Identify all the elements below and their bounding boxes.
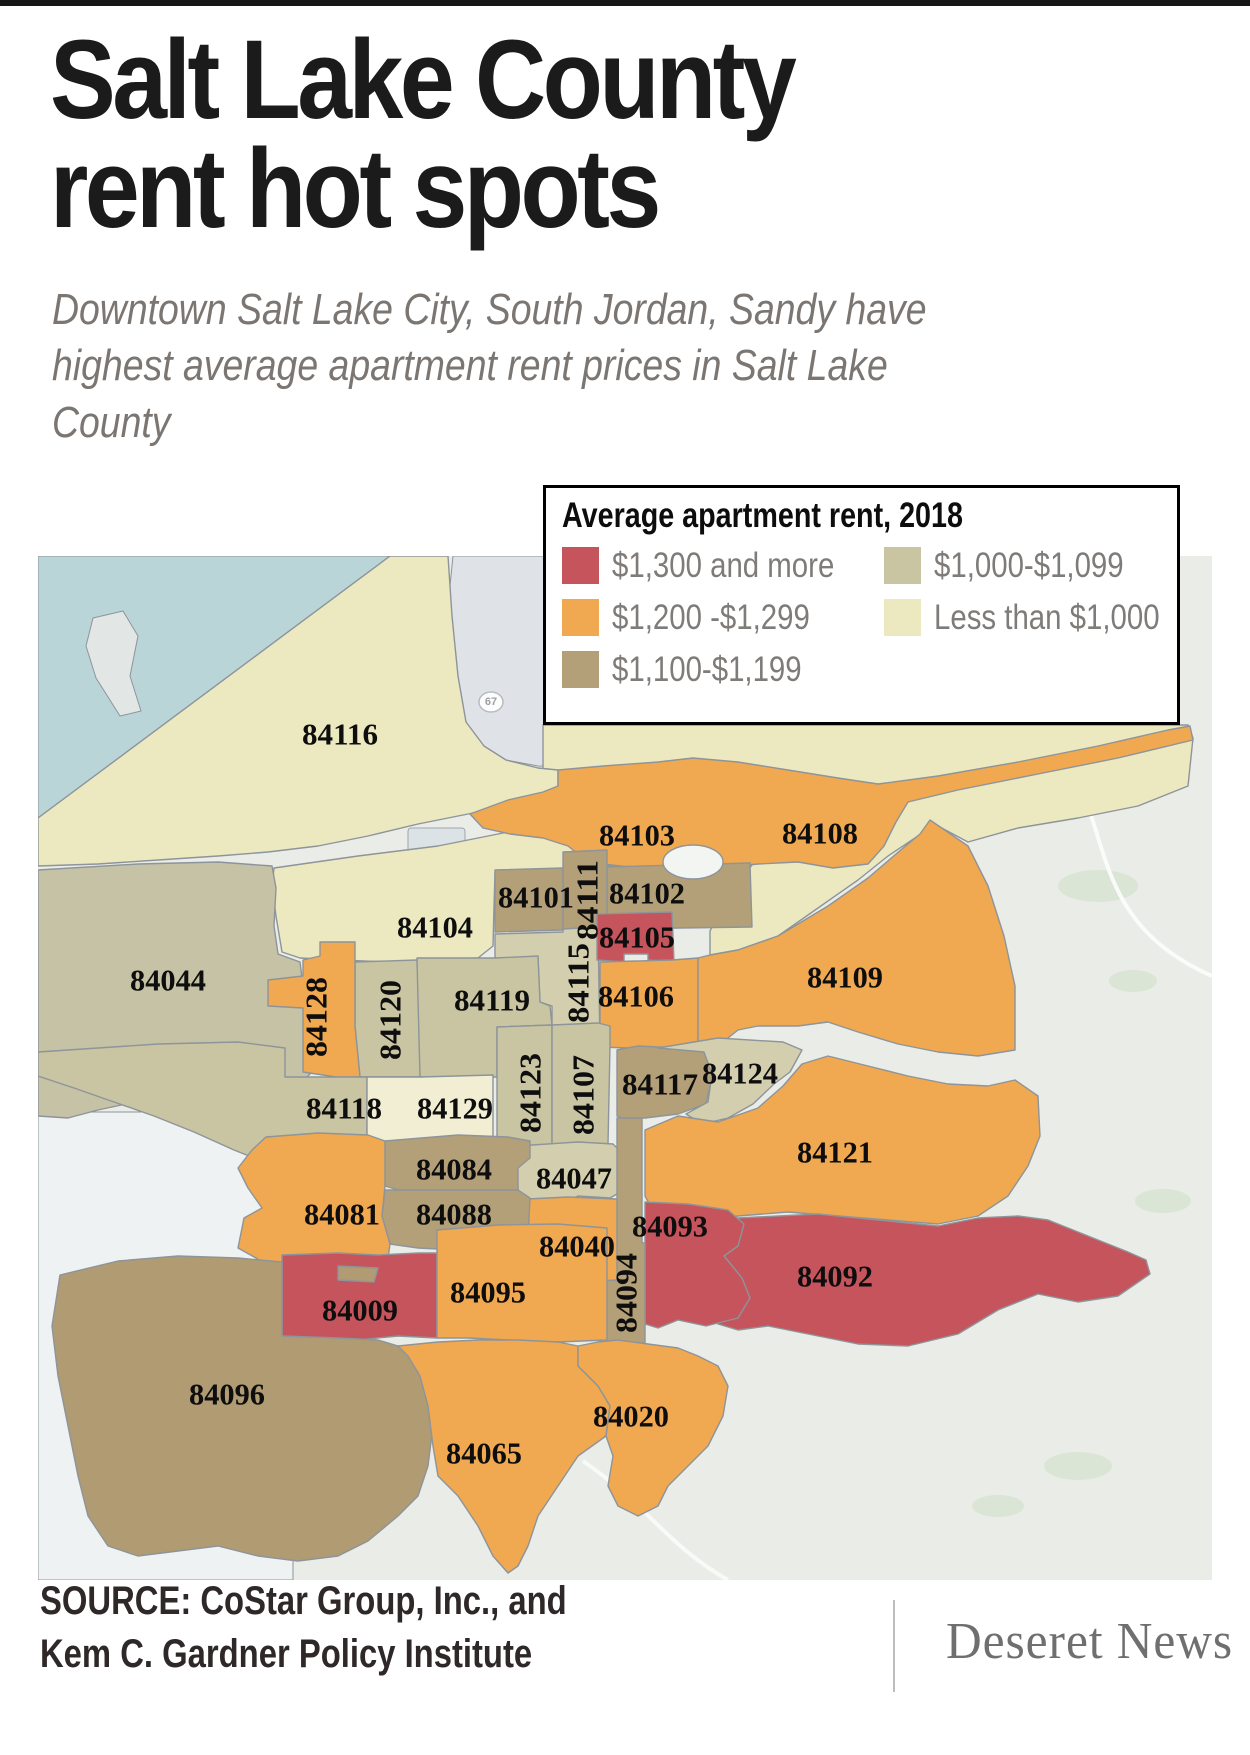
zip-label-84065: 84065 — [446, 1436, 522, 1471]
legend-item-1: $1,000-$1,099 — [884, 545, 1174, 585]
zip-label-84108: 84108 — [782, 816, 858, 851]
zip-label-84115: 84115 — [561, 943, 596, 1023]
page-title: Salt Lake County rent hot spots — [50, 17, 895, 251]
legend-label-3: Less than $1,000 — [934, 597, 1160, 637]
zip-label-84047: 84047 — [536, 1161, 612, 1196]
title-line-2: rent hot spots — [50, 125, 661, 251]
zip-label-84020: 84020 — [593, 1399, 669, 1434]
zip-region-84128 — [267, 941, 361, 1078]
zip-label-84129: 84129 — [417, 1091, 493, 1126]
road-badge-icon — [478, 691, 504, 713]
map-feature-11 — [972, 1495, 1024, 1517]
zip-label-84096: 84096 — [189, 1377, 265, 1412]
legend-swatch-3 — [884, 598, 921, 636]
map-feature-9 — [1135, 1189, 1191, 1213]
zip-region-84093 — [644, 1201, 751, 1329]
rent-choropleth-map: 84108 84116 84104 84044 84103 84102 84111 84101… — [38, 556, 1212, 1580]
zip-label-84009: 84009 — [322, 1293, 398, 1328]
zip-region-84096 — [51, 1255, 434, 1562]
zip-label-84095: 84095 — [450, 1275, 526, 1310]
legend-title: Average apartment rent, 2018 — [562, 496, 963, 535]
zip-label-84040: 84040 — [539, 1229, 615, 1264]
title-line-1: Salt Lake County — [50, 17, 797, 142]
zip-label-84084: 84084 — [416, 1152, 492, 1187]
legend-item-0: $1,300 and more — [562, 545, 884, 585]
legend-item-2: $1,200 -$1,299 — [562, 597, 884, 637]
university-area — [662, 844, 724, 880]
zip-label-84081: 84081 — [304, 1197, 380, 1232]
map-feature-13 — [581, 1459, 729, 1580]
zip-label-84104: 84104 — [397, 910, 473, 945]
zip-label-84121: 84121 — [797, 1135, 873, 1170]
zip-label-84117: 84117 — [622, 1067, 698, 1102]
legend-swatch-2 — [562, 598, 599, 636]
zip-label-84092: 84092 — [797, 1259, 873, 1294]
map-feature-7 — [1058, 870, 1138, 902]
zip-label-84111: 84111 — [570, 860, 605, 940]
legend-swatch-4 — [562, 650, 599, 688]
legend-label-2: $1,200 -$1,299 — [612, 597, 810, 637]
source-credit: SOURCE: CoStar Group, Inc., and Kem C. G… — [40, 1579, 567, 1676]
zip-label-84105: 84105 — [599, 920, 675, 955]
zip-label-84118: 84118 — [306, 1091, 382, 1126]
legend-item-3: Less than $1,000 — [884, 598, 1174, 636]
publisher-logo: Deseret News — [946, 1613, 1234, 1670]
zip-region-84103 — [469, 725, 1194, 869]
legend-label-1: $1,000-$1,099 — [934, 545, 1124, 585]
zip-label-84109: 84109 — [807, 960, 883, 995]
legend-label-4: $1,100-$1,199 — [612, 649, 802, 689]
legend: Average apartment rent, 2018 $1,300 and … — [543, 485, 1180, 725]
zip-label-84088: 84088 — [416, 1197, 492, 1232]
map-svg: 84108 84116 84104 84044 84103 841028411184101… — [38, 556, 1212, 1580]
zip-region-84020 — [577, 1339, 729, 1517]
zip-region-84124 — [657, 1037, 803, 1125]
daybreak-notch — [337, 1265, 379, 1283]
zip-label-84044: 84044 — [130, 963, 206, 998]
zip-label-84123: 84123 — [513, 1053, 548, 1133]
zip-label-84094: 84094 — [609, 1253, 644, 1333]
footer-divider — [893, 1600, 895, 1692]
zip-label-84120: 84120 — [373, 980, 408, 1060]
legend-items: $1,300 and more $1,000-$1,099 $1,200 -$1,2… — [562, 545, 1177, 689]
legend-label-0: $1,300 and more — [612, 545, 835, 585]
zip-label-84128: 84128 — [299, 977, 334, 1057]
legend-swatch-0 — [562, 546, 599, 584]
zip-label-84116: 84116 — [302, 717, 378, 752]
page-subtitle: Downtown Salt Lake City, South Jordan, S… — [52, 285, 927, 447]
zip-label-84124: 84124 — [702, 1056, 778, 1091]
legend-swatch-1 — [884, 546, 921, 584]
zip-region-84065 — [397, 1339, 611, 1574]
zip-region-84105 — [596, 911, 675, 963]
legend-item-4: $1,100-$1,199 — [562, 649, 884, 689]
zip-label-84102: 84102 — [609, 876, 685, 911]
zip-label-84107: 84107 — [566, 1055, 601, 1135]
road-badge-label: 67 — [485, 696, 497, 708]
zip-label-84119: 84119 — [454, 983, 530, 1018]
top-rule — [0, 0, 1250, 6]
zip-region-84109 — [697, 819, 1016, 1057]
zip-label-84106: 84106 — [598, 979, 674, 1014]
map-feature-2 — [85, 610, 142, 717]
zip-label-84101: 84101 — [498, 880, 574, 915]
zip-label-84103: 84103 — [599, 818, 675, 853]
zip-label-84093: 84093 — [632, 1209, 708, 1244]
map-feature-8 — [1109, 970, 1157, 992]
map-feature-10 — [1044, 1452, 1112, 1480]
